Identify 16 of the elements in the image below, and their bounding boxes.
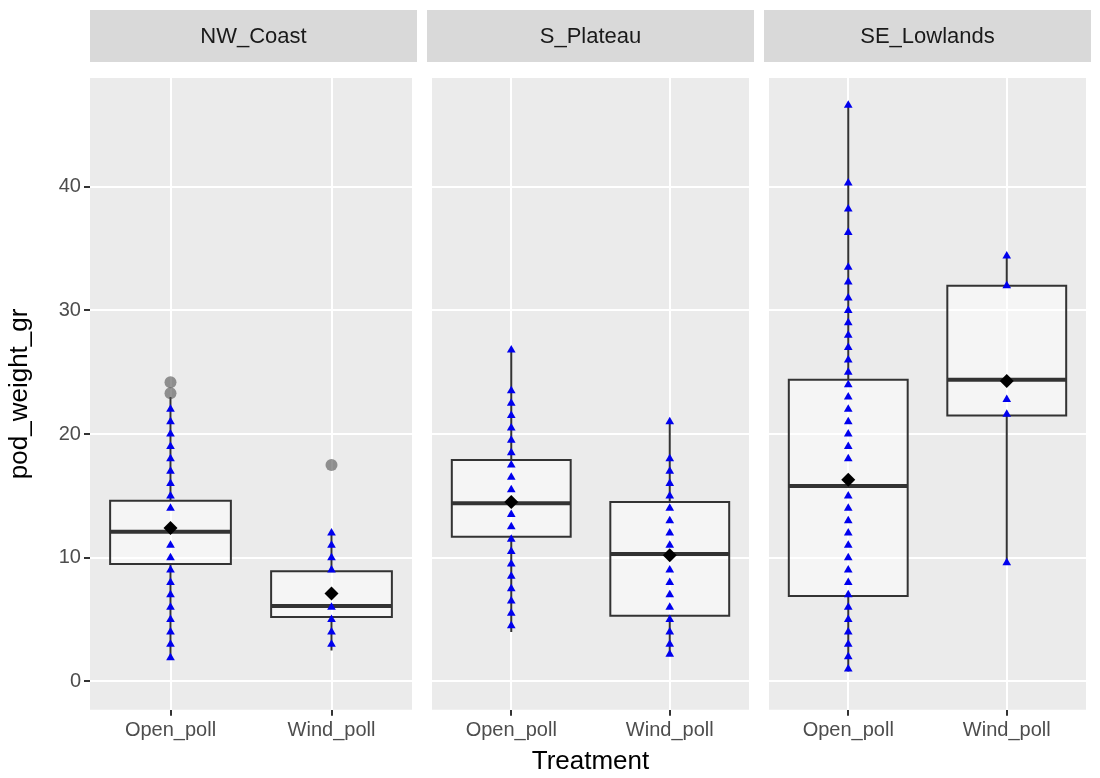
y-tick-label: 0 (69, 668, 81, 691)
y-tick-label: 40 (58, 174, 81, 197)
y-tick-label: 30 (58, 297, 81, 320)
x-tick-label: Open_poll (465, 718, 557, 742)
x-tick-label: Open_poll (802, 718, 894, 742)
x-axis-title: Treatment (531, 744, 651, 775)
chart-title: NW_Coast (90, 10, 417, 62)
y-axis-title: pod_weight_gr (2, 308, 33, 480)
y-tick-label: 20 (58, 421, 81, 444)
x-tick-label: Open_poll (124, 718, 217, 742)
chart-title: SE_Lowlands (764, 10, 1091, 62)
y-tick-label: 10 (58, 545, 81, 568)
x-tick-label: Wind_poll (625, 718, 714, 742)
x-tick-label: Wind_poll (287, 718, 376, 742)
x-tick-label: Wind_poll (962, 718, 1051, 742)
chart-title: S_Plateau (427, 10, 754, 62)
